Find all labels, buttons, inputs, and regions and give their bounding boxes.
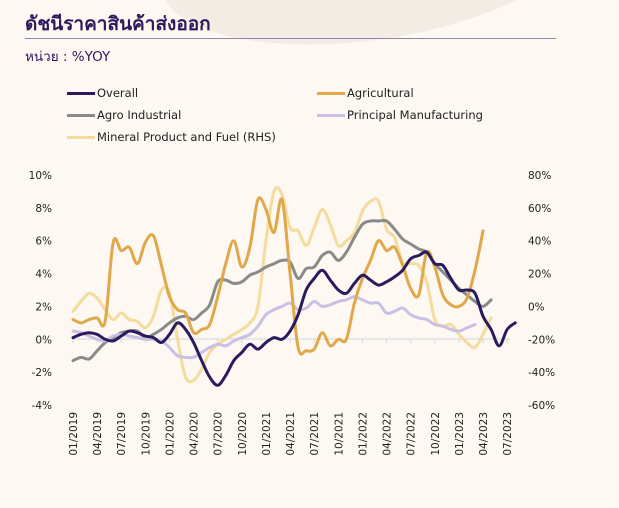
legend-item-mineral-fuel: Mineral Product and Fuel (RHS) — [67, 130, 276, 144]
x-tick-label: 04/2023 — [478, 412, 490, 456]
series-lines — [71, 186, 517, 387]
legend-swatch — [317, 113, 345, 117]
legend-label: Mineral Product and Fuel (RHS) — [97, 130, 276, 144]
y-right-tick-label: -60% — [528, 400, 555, 412]
legend-swatch — [67, 113, 95, 117]
y-left-tick-label: 8% — [35, 203, 52, 215]
x-tick-label: 04/2019 — [92, 412, 104, 456]
title-divider — [25, 38, 556, 39]
x-tick-label: 07/2021 — [309, 412, 321, 456]
y-axis-right: 80% 60% 40% 20% 0% -20% -40% -60% — [528, 170, 555, 412]
x-tick-label: 10/2019 — [140, 412, 152, 456]
x-tick-label: 01/2023 — [454, 412, 466, 456]
x-axis: 01/2019 04/2019 07/2019 10/2019 01/2020 04/20… — [68, 338, 514, 456]
y-right-tick-label: 20% — [528, 269, 551, 281]
legend-swatch — [67, 91, 95, 95]
legend-label: Overall — [97, 86, 139, 100]
y-left-tick-label: 2% — [35, 301, 52, 313]
x-tick-label: 01/2019 — [68, 412, 80, 456]
x-tick-label: 10/2022 — [430, 412, 442, 456]
y-left-tick-label: -4% — [32, 400, 52, 412]
series-line-overall — [71, 250, 517, 387]
y-right-tick-label: -20% — [528, 334, 555, 346]
y-right-tick-label: -40% — [528, 367, 555, 379]
x-tick-label: 04/2022 — [382, 412, 394, 456]
legend-swatch — [317, 91, 345, 95]
x-tick-label: 07/2020 — [213, 412, 225, 456]
y-right-tick-label: 80% — [528, 170, 551, 182]
y-axis-left: 10% 8% 6% 4% 2% 0% -2% -4% — [29, 170, 52, 412]
y-left-tick-label: 4% — [35, 269, 52, 281]
page-title: ดัชนีราคาสินค้าส่งออก — [25, 13, 211, 35]
series-line-mineral-product-and-fuel-rhs — [71, 186, 493, 384]
legend-label: Agricultural — [347, 86, 414, 100]
x-tick-label: 01/2021 — [261, 412, 273, 456]
x-tick-label: 01/2022 — [357, 412, 369, 456]
y-right-tick-label: 60% — [528, 203, 551, 215]
x-tick-label: 10/2021 — [333, 412, 345, 456]
x-tick-label: 10/2020 — [237, 412, 249, 456]
legend-item-agricultural: Agricultural — [317, 86, 414, 100]
x-tick-label: 07/2022 — [406, 412, 418, 456]
y-left-tick-label: 0% — [35, 334, 52, 346]
y-left-tick-label: 10% — [29, 170, 52, 182]
x-tick-label: 04/2020 — [189, 412, 201, 456]
x-tick-label: 01/2020 — [164, 412, 176, 456]
series-line-agricultural — [71, 196, 485, 356]
y-right-tick-label: 40% — [528, 236, 551, 248]
unit-label: หน่วย : %YOY — [25, 49, 111, 65]
legend-item-agro-industrial: Agro Industrial — [67, 108, 181, 122]
y-left-tick-label: 6% — [35, 236, 52, 248]
x-tick-label: 07/2019 — [116, 412, 128, 456]
legend-label: Agro Industrial — [97, 108, 182, 122]
y-left-tick-label: -2% — [32, 367, 52, 379]
legend-item-overall: Overall — [67, 86, 138, 100]
legend-item-principal-manufacturing: Principal Manufacturing — [317, 108, 483, 122]
x-tick-label: 07/2023 — [502, 412, 514, 456]
legend-label: Principal Manufacturing — [347, 108, 483, 122]
y-right-tick-label: 0% — [528, 301, 545, 313]
x-tick-label: 04/2021 — [285, 412, 297, 456]
legend-swatch — [67, 135, 95, 139]
series-line-principal-manufacturing — [71, 295, 477, 360]
